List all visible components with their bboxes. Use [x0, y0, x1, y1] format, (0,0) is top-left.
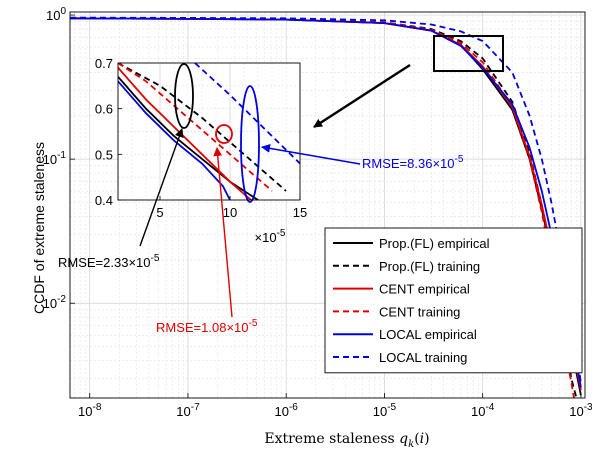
zoom-box: [433, 35, 504, 72]
rmse-ellipse-fl: [174, 63, 194, 129]
inset-y-tick-label: 0.5: [95, 147, 113, 162]
zoom-region-rect: [433, 35, 504, 72]
rmse-cent-annotation: RMSE=1.08×10-5: [156, 318, 258, 335]
y-tick-label: 10-2: [43, 294, 67, 311]
y-axis-label: CCDF of extreme staleness: [31, 142, 47, 314]
rmse-fl-annotation: RMSE=2.33×10-5: [58, 253, 160, 270]
rmse-local-annotation: RMSE=8.36×10-5: [362, 154, 464, 171]
legend-box: [324, 227, 583, 374]
zoom-arrow: [313, 63, 411, 129]
inset-y-tick-label: 0.7: [95, 56, 113, 71]
legend-label: LOCAL training: [379, 350, 467, 365]
inset-y-tick-label: 0.4: [95, 193, 113, 208]
inset-frame: [117, 62, 301, 201]
legend-label: CENT training: [379, 304, 460, 319]
legend-label: Prop.(FL) empirical: [379, 236, 490, 251]
x-tick-label: 10-7: [176, 402, 200, 419]
x-tick-label: 10-6: [275, 402, 299, 419]
y-tick-label: 100: [46, 6, 66, 23]
annotations: RMSE=8.36×10-5 RMSE=2.33×10-5 RMSE=1.08×10…: [58, 63, 464, 335]
legend-label: Prop.(FL) training: [379, 259, 480, 274]
inset-x-tick-label: 10: [223, 205, 237, 220]
x-tick-label: 10-3: [569, 402, 593, 419]
inset-x-tick-label: 5: [156, 205, 163, 220]
inset-y-tick-label: 0.6: [95, 102, 113, 117]
x-tick-label: 10-8: [78, 402, 102, 419]
legend-label: CENT empirical: [379, 282, 470, 297]
y-tick-label: 10-1: [43, 150, 67, 167]
inset-x-multiplier: ×10-5: [255, 228, 286, 245]
x-tick-label: 10-5: [373, 402, 397, 419]
axes-frame: [69, 11, 586, 399]
inset-series-line-5: [118, 80, 231, 200]
rmse-ellipse-cent: [215, 124, 233, 144]
x-tick-label: 10-4: [471, 402, 495, 419]
cent-rmse-arrow: [213, 147, 233, 318]
rmse-ellipse-local: [240, 85, 260, 203]
inset-series-line-3: [118, 67, 252, 200]
x-axis-label: Extreme staleness qk(i): [264, 431, 429, 450]
inset-series-line-4: [118, 63, 273, 192]
inset-plot: 5 10 15 0.4 0.5 0.6 0.7 ×10-5: [95, 56, 307, 245]
inset-x-tick-label: 15: [293, 205, 307, 220]
inset-series-line-6: [194, 63, 300, 165]
legend: Prop.(FL) empirical Prop.(FL) training CEN…: [324, 227, 583, 374]
inset-series-group: [118, 63, 300, 200]
fl-rmse-arrow: [139, 128, 184, 247]
legend-label: LOCAL empirical: [379, 327, 477, 342]
tick-labels: 10-8 10-7 10-6 10-5 10-4 10-3 100 10-1 10-2: [43, 6, 593, 419]
local-rmse-arrow: [261, 143, 361, 165]
